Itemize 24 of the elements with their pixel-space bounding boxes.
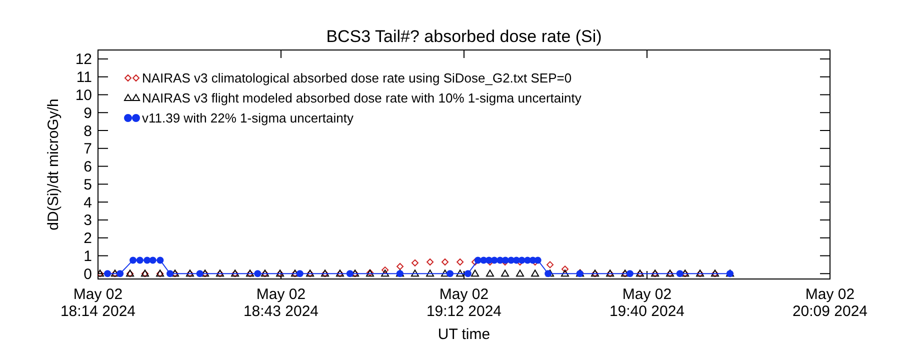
- chart-title: BCS3 Tail#? absorbed dose rate (Si): [326, 27, 602, 46]
- y-tick-label: 2: [84, 230, 92, 248]
- x-tick-label: May 02 18:14 2024: [60, 286, 136, 320]
- y-tick-label: 3: [84, 212, 92, 230]
- y-tick-label: 7: [84, 140, 92, 158]
- legend-label: NAIRAS v3 climatological absorbed dose rate using SiDose_G2.txt SEP=0: [142, 70, 572, 86]
- y-tick-label: 8: [84, 122, 92, 140]
- x-tick-label: May 02 18:43 2024: [243, 286, 319, 320]
- y-tick-label: 0: [84, 266, 92, 283]
- legend-label: v11.39 with 22% 1-sigma uncertainty: [142, 110, 354, 126]
- x-axis-title: UT time: [438, 326, 490, 343]
- x-tick-label: May 02 20:09 2024: [792, 286, 868, 320]
- y-tick-label: 5: [84, 176, 92, 194]
- y-tick-label: 9: [84, 104, 92, 122]
- x-tick-label: May 02 19:12 2024: [426, 286, 502, 320]
- y-tick-label: 1: [84, 248, 92, 265]
- y-tick-label: 11: [76, 69, 92, 86]
- y-axis-title: dD(Si)/dt microGy/h: [45, 98, 62, 230]
- y-tick-label: 6: [84, 158, 92, 176]
- y-tick-label: 4: [84, 194, 92, 212]
- x-tick-label: May 02 19:40 2024: [609, 286, 685, 320]
- y-tick-label: 10: [75, 86, 92, 104]
- legend-label: NAIRAS v3 flight modeled absorbed dose rate with 10% 1-sigma uncertainty: [142, 90, 582, 106]
- y-tick-label: 12: [75, 51, 92, 68]
